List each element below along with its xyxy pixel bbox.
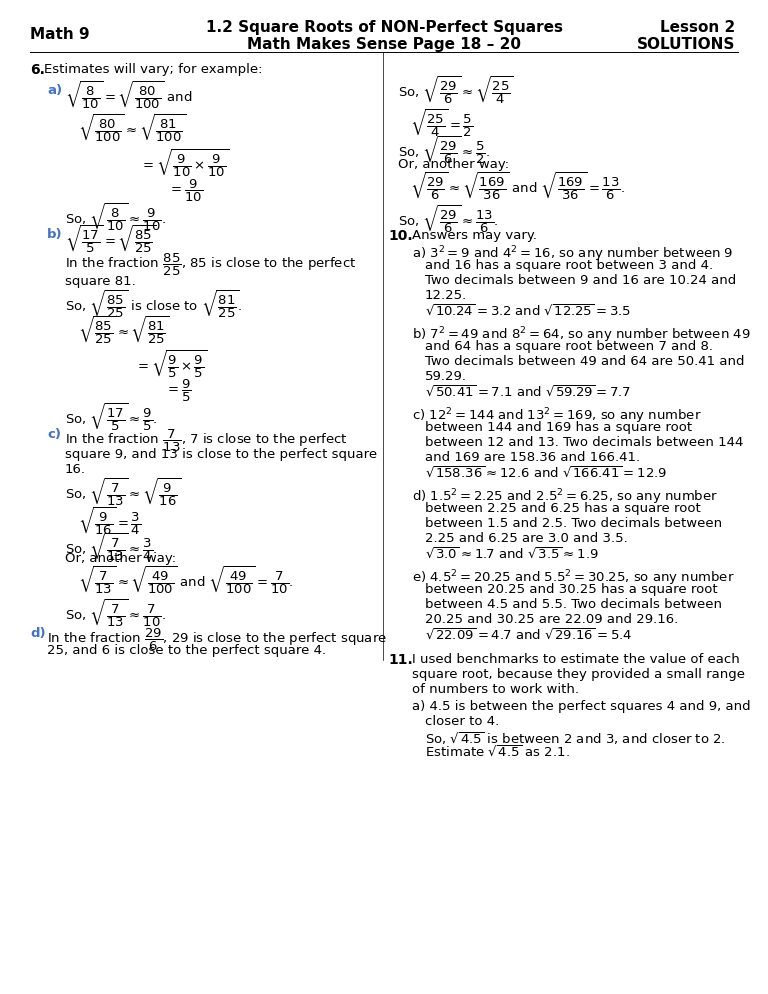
Text: $\sqrt{158.36} \approx 12.6$ and $\sqrt{166.41} = 12.9$: $\sqrt{158.36} \approx 12.6$ and $\sqrt{… — [425, 466, 667, 481]
Text: In the fraction $\dfrac{85}{25}$, 85 is close to the perfect: In the fraction $\dfrac{85}{25}$, 85 is … — [65, 252, 356, 278]
Text: $\sqrt{\dfrac{9}{16}} = \dfrac{3}{4}$: $\sqrt{\dfrac{9}{16}} = \dfrac{3}{4}$ — [78, 506, 141, 538]
Text: $\sqrt{\dfrac{85}{25}} \approx \sqrt{\dfrac{81}{25}}$: $\sqrt{\dfrac{85}{25}} \approx \sqrt{\df… — [78, 315, 169, 347]
Text: and 169 are 158.36 and 166.41.: and 169 are 158.36 and 166.41. — [425, 451, 640, 464]
Text: $= \dfrac{9}{5}$: $= \dfrac{9}{5}$ — [165, 378, 192, 405]
Text: Two decimals between 49 and 64 are 50.41 and: Two decimals between 49 and 64 are 50.41… — [425, 355, 744, 368]
Text: a) $3^2 = 9$ and $4^2 = 16$, so any number between 9: a) $3^2 = 9$ and $4^2 = 16$, so any numb… — [412, 244, 733, 263]
Text: So, $\sqrt{\dfrac{29}{6}} \approx \dfrac{5}{2}$.: So, $\sqrt{\dfrac{29}{6}} \approx \dfrac… — [398, 135, 490, 167]
Text: So, $\sqrt{\dfrac{17}{5}} \approx \dfrac{9}{5}$.: So, $\sqrt{\dfrac{17}{5}} \approx \dfrac… — [65, 402, 157, 434]
Text: Math Makes Sense Page 18 – 20: Math Makes Sense Page 18 – 20 — [247, 37, 521, 52]
Text: SOLUTIONS: SOLUTIONS — [637, 37, 735, 52]
Text: square 81.: square 81. — [65, 275, 136, 288]
Text: $= \sqrt{\dfrac{9}{5} \times \dfrac{9}{5}}$: $= \sqrt{\dfrac{9}{5} \times \dfrac{9}{5… — [135, 349, 207, 381]
Text: and 16 has a square root between 3 and 4.: and 16 has a square root between 3 and 4… — [425, 259, 713, 272]
Text: $\sqrt{\dfrac{80}{100}} \approx \sqrt{\dfrac{81}{100}}$: $\sqrt{\dfrac{80}{100}} \approx \sqrt{\d… — [78, 113, 186, 145]
Text: between 4.5 and 5.5. Two decimals between: between 4.5 and 5.5. Two decimals betwee… — [425, 598, 722, 611]
Text: So, $\sqrt{\dfrac{7}{13}} \approx \dfrac{3}{4}$.: So, $\sqrt{\dfrac{7}{13}} \approx \dfrac… — [65, 532, 157, 565]
Text: $\sqrt{\dfrac{25}{4}} = \dfrac{5}{2}$: $\sqrt{\dfrac{25}{4}} = \dfrac{5}{2}$ — [410, 108, 473, 140]
Text: between 1.5 and 2.5. Two decimals between: between 1.5 and 2.5. Two decimals betwee… — [425, 517, 722, 530]
Text: d) $1.5^2 = 2.25$ and $2.5^2 = 6.25$, so any number: d) $1.5^2 = 2.25$ and $2.5^2 = 6.25$, so… — [412, 487, 718, 507]
Text: Or, another way:: Or, another way: — [65, 552, 176, 565]
Text: $\sqrt{50.41} = 7.1$ and $\sqrt{59.29} = 7.7$: $\sqrt{50.41} = 7.1$ and $\sqrt{59.29} =… — [425, 385, 631, 401]
Text: 6.: 6. — [30, 63, 45, 77]
Text: So, $\sqrt{\dfrac{7}{13}} \approx \sqrt{\dfrac{9}{16}}$: So, $\sqrt{\dfrac{7}{13}} \approx \sqrt{… — [65, 477, 181, 509]
Text: So, $\sqrt{\dfrac{7}{13}} \approx \dfrac{7}{10}$.: So, $\sqrt{\dfrac{7}{13}} \approx \dfrac… — [65, 598, 166, 630]
Text: $= \sqrt{\dfrac{9}{10} \times \dfrac{9}{10}}$: $= \sqrt{\dfrac{9}{10} \times \dfrac{9}{… — [140, 148, 230, 180]
Text: between 2.25 and 6.25 has a square root: between 2.25 and 6.25 has a square root — [425, 502, 700, 515]
Text: Estimates will vary; for example:: Estimates will vary; for example: — [44, 63, 263, 76]
Text: 11.: 11. — [388, 653, 412, 667]
Text: Math 9: Math 9 — [30, 27, 90, 42]
Text: So, $\sqrt{4.5}$ is between 2 and 3, and closer to 2.: So, $\sqrt{4.5}$ is between 2 and 3, and… — [425, 730, 726, 746]
Text: e) $4.5^2 = 20.25$ and $5.5^2 = 30.25$, so any number: e) $4.5^2 = 20.25$ and $5.5^2 = 30.25$, … — [412, 568, 735, 587]
Text: In the fraction $\dfrac{7}{13}$, 7 is close to the perfect: In the fraction $\dfrac{7}{13}$, 7 is cl… — [65, 428, 348, 454]
Text: So, $\sqrt{\dfrac{29}{6}} \approx \dfrac{13}{6}$.: So, $\sqrt{\dfrac{29}{6}} \approx \dfrac… — [398, 204, 498, 237]
Text: 20.25 and 30.25 are 22.09 and 29.16.: 20.25 and 30.25 are 22.09 and 29.16. — [425, 613, 678, 626]
Text: Answers may vary.: Answers may vary. — [412, 229, 537, 242]
Text: square 9, and 13 is close to the perfect square: square 9, and 13 is close to the perfect… — [65, 448, 377, 461]
Text: between 20.25 and 30.25 has a square root: between 20.25 and 30.25 has a square roo… — [425, 583, 717, 596]
Text: Lesson 2: Lesson 2 — [660, 20, 735, 35]
Text: So, $\sqrt{\dfrac{8}{10}} \approx \dfrac{9}{10}$.: So, $\sqrt{\dfrac{8}{10}} \approx \dfrac… — [65, 202, 166, 235]
Text: Two decimals between 9 and 16 are 10.24 and: Two decimals between 9 and 16 are 10.24 … — [425, 274, 737, 287]
Text: $\sqrt{\dfrac{29}{6}} \approx \sqrt{\dfrac{169}{36}}$ and $\sqrt{\dfrac{169}{36}: $\sqrt{\dfrac{29}{6}} \approx \sqrt{\dfr… — [410, 171, 625, 203]
Text: Estimate $\sqrt{4.5}$ as 2.1.: Estimate $\sqrt{4.5}$ as 2.1. — [425, 745, 570, 760]
Text: 1.2 Square Roots of NON-Perfect Squares: 1.2 Square Roots of NON-Perfect Squares — [206, 20, 562, 35]
Text: 25, and 6 is close to the perfect square 4.: 25, and 6 is close to the perfect square… — [47, 644, 326, 657]
Text: $\sqrt{\dfrac{17}{5}} = \sqrt{\dfrac{85}{25}}$: $\sqrt{\dfrac{17}{5}} = \sqrt{\dfrac{85}… — [65, 224, 156, 256]
Text: I used benchmarks to estimate the value of each: I used benchmarks to estimate the value … — [412, 653, 740, 666]
Text: $\sqrt{\dfrac{8}{10}} = \sqrt{\dfrac{80}{100}}$ and: $\sqrt{\dfrac{8}{10}} = \sqrt{\dfrac{80}… — [65, 80, 193, 112]
Text: $\sqrt{22.09} = 4.7$ and $\sqrt{29.16} = 5.4$: $\sqrt{22.09} = 4.7$ and $\sqrt{29.16} =… — [425, 628, 632, 643]
Text: 12.25.: 12.25. — [425, 289, 467, 302]
Text: between 144 and 169 has a square root: between 144 and 169 has a square root — [425, 421, 692, 434]
Text: Or, another way:: Or, another way: — [398, 158, 509, 171]
Text: c): c) — [47, 428, 61, 441]
Text: c) $12^2 = 144$ and $13^2 = 169$, so any number: c) $12^2 = 144$ and $13^2 = 169$, so any… — [412, 406, 702, 425]
Text: $\sqrt{3.0} \approx 1.7$ and $\sqrt{3.5} \approx 1.9$: $\sqrt{3.0} \approx 1.7$ and $\sqrt{3.5}… — [425, 547, 599, 563]
Text: So, $\sqrt{\dfrac{29}{6}} \approx \sqrt{\dfrac{25}{4}}$: So, $\sqrt{\dfrac{29}{6}} \approx \sqrt{… — [398, 75, 514, 107]
Text: 59.29.: 59.29. — [425, 370, 467, 383]
Text: $= \dfrac{9}{10}$: $= \dfrac{9}{10}$ — [168, 178, 203, 204]
Text: 10.: 10. — [388, 229, 412, 243]
Text: closer to 4.: closer to 4. — [425, 715, 499, 728]
Text: $\sqrt{10.24} = 3.2$ and $\sqrt{12.25} = 3.5$: $\sqrt{10.24} = 3.2$ and $\sqrt{12.25} =… — [425, 304, 631, 319]
Text: b): b) — [47, 228, 63, 241]
Text: square root, because they provided a small range: square root, because they provided a sma… — [412, 668, 745, 681]
Text: d): d) — [30, 627, 45, 640]
Text: In the fraction $\dfrac{29}{6}$, 29 is close to the perfect square: In the fraction $\dfrac{29}{6}$, 29 is c… — [47, 627, 387, 653]
Text: b) $7^2 = 49$ and $8^2 = 64$, so any number between 49: b) $7^2 = 49$ and $8^2 = 64$, so any num… — [412, 325, 750, 345]
Text: of numbers to work with.: of numbers to work with. — [412, 683, 579, 696]
Text: a) 4.5 is between the perfect squares 4 and 9, and: a) 4.5 is between the perfect squares 4 … — [412, 700, 750, 713]
Text: 16.: 16. — [65, 463, 86, 476]
Text: a): a) — [47, 84, 62, 97]
Text: 2.25 and 6.25 are 3.0 and 3.5.: 2.25 and 6.25 are 3.0 and 3.5. — [425, 532, 627, 545]
Text: and 64 has a square root between 7 and 8.: and 64 has a square root between 7 and 8… — [425, 340, 713, 353]
Text: $\sqrt{\dfrac{7}{13}} \approx \sqrt{\dfrac{49}{100}}$ and $\sqrt{\dfrac{49}{100}: $\sqrt{\dfrac{7}{13}} \approx \sqrt{\dfr… — [78, 565, 293, 597]
Text: So, $\sqrt{\dfrac{85}{25}}$ is close to $\sqrt{\dfrac{81}{25}}$.: So, $\sqrt{\dfrac{85}{25}}$ is close to … — [65, 289, 243, 321]
Text: between 12 and 13. Two decimals between 144: between 12 and 13. Two decimals between … — [425, 436, 743, 449]
